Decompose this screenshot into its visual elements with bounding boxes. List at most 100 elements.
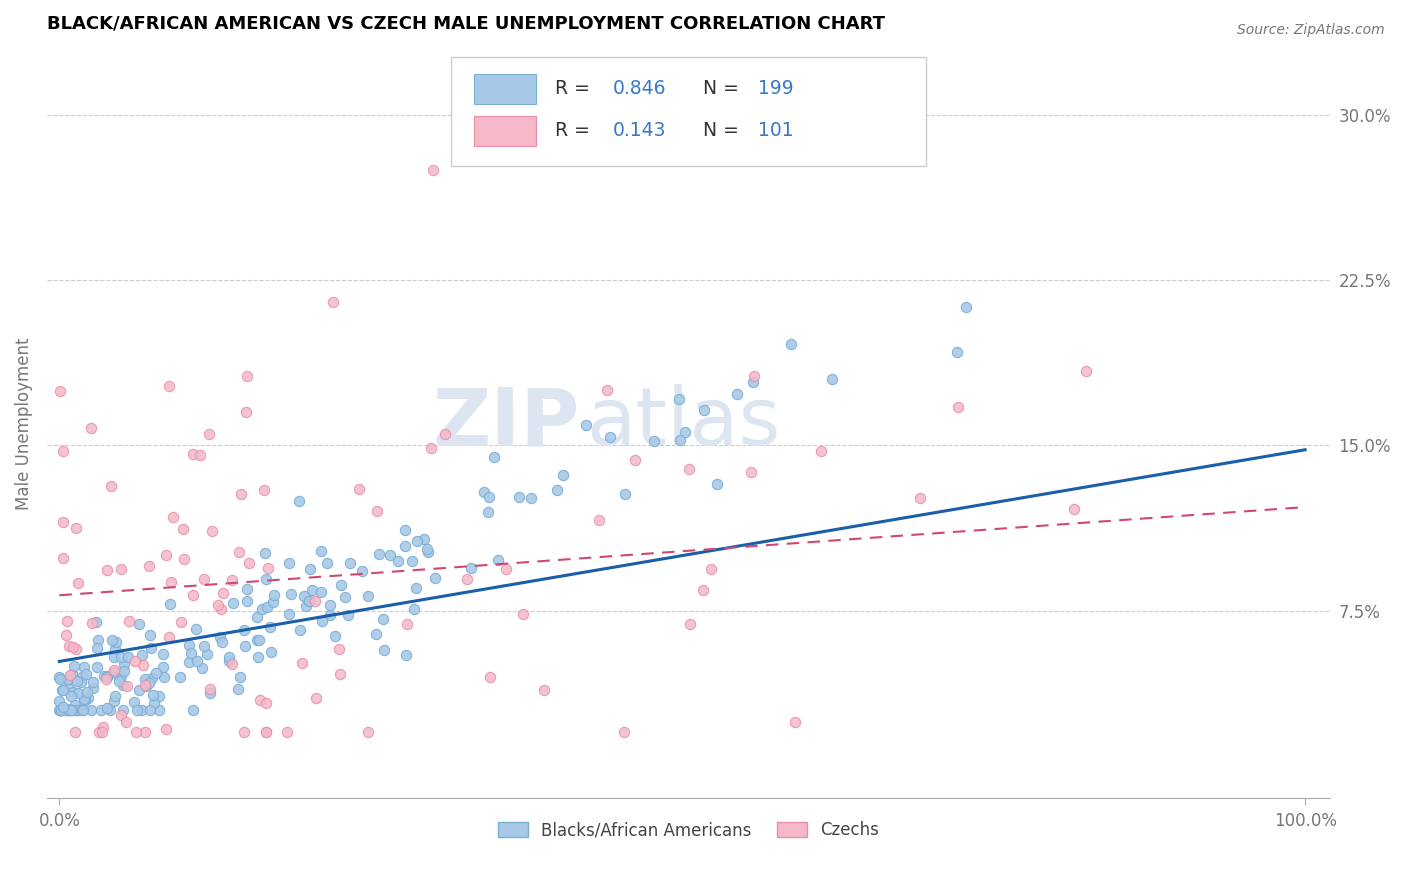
Point [112, 657, 135, 671]
Point [49, 703, 72, 717]
Point [668, 392, 690, 407]
Point [546, 483, 568, 497]
Point [173, 552, 195, 566]
Point [59, 668, 82, 682]
Point [460, 561, 482, 575]
Point [131, 657, 153, 672]
Point [67, 685, 90, 699]
Point [80, 703, 103, 717]
Point [520, 491, 543, 506]
Bar [474, 116, 536, 146]
Point [70, 670, 93, 684]
Point [104, 665, 127, 680]
Point [51, 682, 73, 697]
Point [139, 640, 162, 655]
Point [335, 590, 357, 604]
Point [66, 674, 89, 689]
Point [221, 657, 243, 671]
Point [55, 703, 77, 717]
Point [48, 694, 70, 708]
Point [58, 682, 80, 697]
Point [311, 584, 333, 599]
Point [48, 670, 70, 684]
Point [155, 548, 177, 562]
Point [250, 602, 273, 616]
Point [477, 505, 499, 519]
Point [238, 557, 260, 571]
Point [75, 666, 97, 681]
Point [218, 654, 240, 668]
Point [1063, 502, 1085, 516]
Point [128, 617, 150, 632]
Point [406, 533, 429, 548]
Point [700, 561, 723, 575]
Point [115, 715, 138, 730]
Point [112, 678, 135, 692]
Point [145, 665, 167, 680]
Point [366, 626, 388, 640]
Point [405, 582, 427, 596]
Point [66, 703, 89, 717]
Text: atlas: atlas [586, 384, 780, 462]
Point [425, 571, 447, 585]
Point [193, 572, 215, 586]
Point [262, 595, 284, 609]
Point [290, 656, 312, 670]
Point [65, 725, 87, 739]
Point [90, 725, 112, 739]
Point [49, 703, 72, 717]
Point [373, 643, 395, 657]
Text: BLACK/AFRICAN AMERICAN VS CZECH MALE UNEMPLOYMENT CORRELATION CHART: BLACK/AFRICAN AMERICAN VS CZECH MALE UNE… [46, 15, 884, 33]
Point [368, 547, 391, 561]
Point [298, 594, 321, 608]
Point [190, 661, 212, 675]
Point [292, 589, 315, 603]
Point [49, 703, 72, 717]
Point [94, 672, 117, 686]
Point [228, 545, 250, 559]
Point [184, 623, 207, 637]
Point [277, 607, 299, 621]
Point [195, 647, 218, 661]
Point [60, 703, 83, 717]
Point [263, 588, 285, 602]
Text: R =: R = [555, 79, 596, 98]
Point [623, 452, 645, 467]
Point [105, 634, 128, 648]
Point [56, 673, 79, 688]
Point [148, 703, 170, 717]
Point [91, 720, 114, 734]
Point [495, 562, 517, 576]
Point [49, 703, 72, 717]
Point [59, 689, 82, 703]
Point [198, 686, 221, 700]
Point [56, 614, 79, 628]
Point [329, 666, 352, 681]
Point [139, 703, 162, 717]
Point [235, 405, 257, 419]
Point [125, 725, 148, 739]
Point [396, 616, 419, 631]
Point [93, 669, 115, 683]
Legend: Blacks/African Americans, Czechs: Blacks/African Americans, Czechs [491, 814, 886, 846]
Point [65, 642, 87, 657]
Point [72, 703, 94, 717]
Point [482, 450, 505, 465]
Point [58, 640, 80, 654]
Point [60, 703, 83, 717]
FancyBboxPatch shape [451, 57, 925, 166]
Point [599, 430, 621, 444]
Point [311, 614, 333, 628]
Point [82, 681, 104, 695]
Point [172, 523, 194, 537]
Point [387, 553, 409, 567]
Point [52, 699, 75, 714]
Point [673, 425, 696, 439]
Point [207, 598, 229, 612]
Text: 0.143: 0.143 [613, 121, 666, 140]
Point [62, 659, 84, 673]
Point [301, 583, 323, 598]
Point [103, 650, 125, 665]
Point [82, 674, 104, 689]
Point [104, 642, 127, 657]
